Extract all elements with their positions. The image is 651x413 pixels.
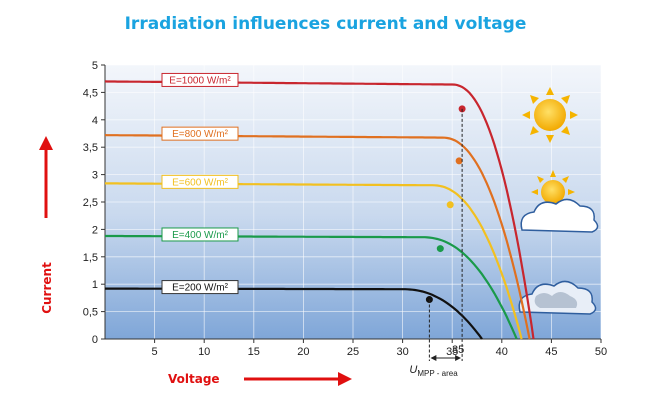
mpp-area-label: UMPP - area xyxy=(409,364,458,378)
series-label-box-5 xyxy=(161,280,239,295)
x-axis-title: Voltage xyxy=(168,372,220,386)
x-arrow-head xyxy=(338,372,352,386)
y-tick-label: 0 xyxy=(92,334,98,346)
mpp-point-4 xyxy=(436,245,444,253)
series-label-1: E=1000 W/m² xyxy=(169,75,231,86)
series-label-box-4 xyxy=(161,227,239,242)
series-label-2: E=800 W/m² xyxy=(172,129,229,140)
y-tick-label: 0,5 xyxy=(83,307,98,319)
series-labels: E=1000 W/m² E=800 W/m² E=600 W/m² E=400 W/m… xyxy=(161,72,239,295)
sun-icon xyxy=(522,87,578,143)
x-tick-label: 40 xyxy=(496,346,508,358)
chart-title: Irradiation influences current and volta… xyxy=(124,14,527,34)
mpp-point-2 xyxy=(455,157,463,165)
y-axis-title: Current xyxy=(40,262,54,314)
tick-labels: 5 10 15 20 25 30 35 40 45 50 0 0,5 1 1,5 2 2,5 3 3,5 4 4,5 5 xyxy=(83,60,607,358)
series-label-5: E=200 W/m² xyxy=(172,283,229,294)
y-tick-label: 2 xyxy=(92,224,98,236)
y-tick-label: 4,5 xyxy=(83,87,98,99)
x-tick-label: 10 xyxy=(198,346,210,358)
y-tick-label: 3,5 xyxy=(83,142,98,154)
x-axis-title-group: Voltage xyxy=(168,372,352,386)
y-tick-label: 3 xyxy=(92,170,98,182)
series-label-4: E=400 W/m² xyxy=(172,230,229,241)
y-tick-label: 5 xyxy=(92,60,98,72)
cloud-icon xyxy=(518,280,597,315)
mpp-label-sub: MPP - area xyxy=(417,369,458,378)
x-tick-label: 50 xyxy=(595,346,607,358)
series-label-box-1 xyxy=(161,72,239,87)
mpp-area-annotation: 35 UMPP - area xyxy=(409,108,464,378)
mpp-dimension-label: 35 xyxy=(452,344,464,356)
y-tick-label: 2,5 xyxy=(83,197,98,209)
series-label-box-2 xyxy=(161,126,239,141)
y-arrow-head xyxy=(39,136,53,150)
x-tick-label: 25 xyxy=(347,346,359,358)
x-tick-label: 5 xyxy=(152,346,158,358)
x-tick-label: 20 xyxy=(297,346,309,358)
y-tick-label: 1,5 xyxy=(83,252,98,264)
mpp-label-main: U xyxy=(409,364,417,376)
x-tick-label: 30 xyxy=(396,346,408,358)
series-label-box-3 xyxy=(161,174,239,189)
x-tick-label: 15 xyxy=(248,346,260,358)
sun-cloud-icon xyxy=(520,170,599,233)
y-tick-label: 1 xyxy=(92,279,98,291)
x-tick-label: 45 xyxy=(545,346,557,358)
y-axis-title-group: Current xyxy=(39,136,54,314)
series-label-3: E=600 W/m² xyxy=(172,177,229,188)
y-tick-label: 4 xyxy=(92,115,98,127)
mpp-point-3 xyxy=(446,201,454,209)
